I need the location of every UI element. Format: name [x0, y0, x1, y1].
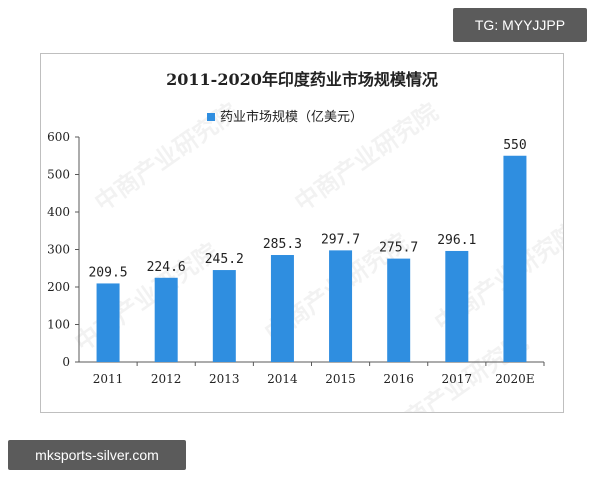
y-tick-label: 400: [47, 205, 70, 219]
y-tick-label: 0: [62, 355, 70, 369]
bottom-left-badge: mksports-silver.com: [8, 440, 186, 470]
x-tick-label: 2017: [442, 372, 473, 386]
bar: [503, 155, 527, 362]
bar: [270, 255, 294, 362]
top-right-badge: TG: MYYJJPP: [453, 8, 587, 42]
legend-label: 药业市场规模（亿美元）: [220, 109, 363, 125]
x-tick-label: 2020E: [495, 372, 534, 386]
data-label: 245.2: [205, 252, 244, 267]
x-tick-label: 2013: [209, 372, 240, 386]
chart-panel: 中商产业研究院中商产业研究院中商产业研究院中商产业研究院中商产业研究院中商产业研…: [40, 53, 564, 413]
legend-swatch: [207, 113, 215, 121]
data-label: 209.5: [88, 265, 127, 280]
data-label: 296.1: [437, 233, 476, 248]
x-tick-label: 2012: [151, 372, 182, 386]
bar: [154, 277, 178, 362]
y-tick-label: 600: [47, 130, 70, 144]
y-tick-label: 100: [47, 318, 70, 332]
bar: [445, 250, 469, 362]
bar-chart: 中商产业研究院中商产业研究院中商产业研究院中商产业研究院中商产业研究院中商产业研…: [47, 70, 563, 412]
x-tick-label: 2014: [267, 372, 298, 386]
data-label: 550: [503, 138, 526, 153]
bar: [212, 270, 236, 362]
x-tick-label: 2016: [383, 372, 414, 386]
data-label: 275.7: [379, 241, 418, 256]
y-tick-label: 200: [47, 280, 70, 294]
chart-title: 2011-2020年印度药业市场规模情况: [166, 70, 438, 89]
x-tick-label: 2015: [325, 372, 356, 386]
x-tick-label: 2011: [93, 372, 124, 386]
watermark-text: 中商产业研究院: [70, 238, 224, 357]
bar: [387, 258, 411, 362]
data-label: 224.6: [147, 260, 186, 275]
data-label: 285.3: [263, 237, 302, 252]
y-tick-label: 300: [47, 243, 70, 257]
bar: [329, 250, 353, 362]
bar: [96, 283, 120, 362]
data-label: 297.7: [321, 232, 360, 247]
y-tick-label: 500: [47, 168, 70, 182]
